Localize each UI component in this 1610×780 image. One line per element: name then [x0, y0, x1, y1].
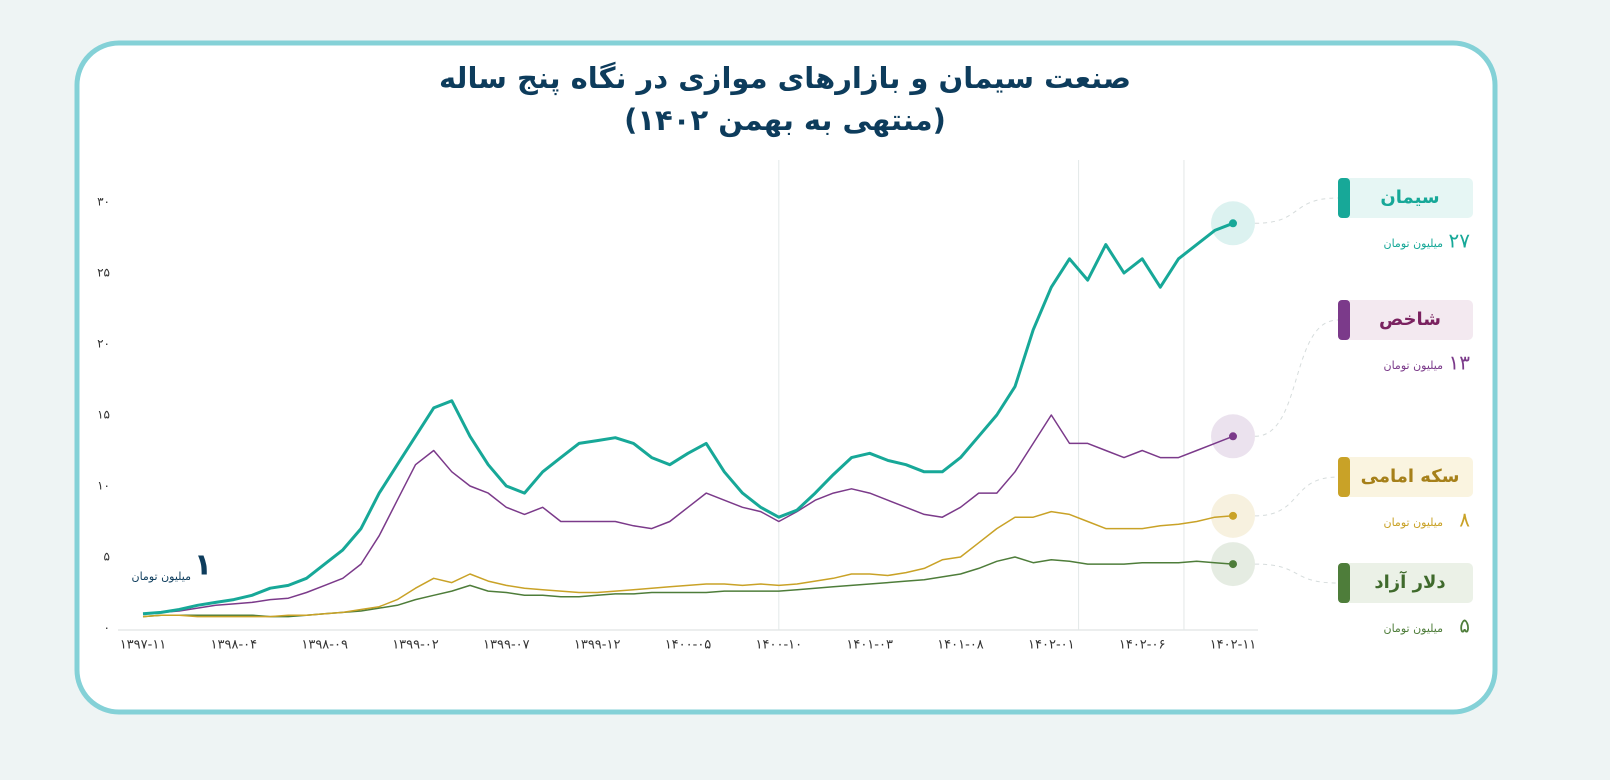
y-tick-label: ۲۰ [97, 337, 110, 351]
x-tick-label: ۱۳۹۸-۰۴ [211, 638, 258, 653]
end-value-label: ۸ [1459, 508, 1470, 532]
legend-label: سکه امامی [1361, 466, 1460, 487]
card [74, 40, 1498, 715]
legend-box [1338, 563, 1473, 603]
legend-box [1338, 457, 1473, 497]
x-tick-label: ۱۴۰۲-۰۶ [1119, 638, 1166, 653]
legend-box [1338, 300, 1473, 340]
end-value-label: ۱۳ [1449, 351, 1471, 375]
legend-label: دلار آزاد [1374, 570, 1445, 593]
legend-swatch [1338, 563, 1350, 603]
x-tick-label: ۱۴۰۱-۰۳ [846, 638, 893, 653]
x-tick-label: ۱۳۹۸-۰۹ [301, 638, 348, 653]
chart-subtitle: (منتهی به بهمن ۱۴۰۲) [624, 103, 946, 137]
line-series [142, 414, 1234, 615]
legend-label: سیمان [1380, 187, 1439, 208]
end-dot [1229, 560, 1237, 569]
start-unit-label: میلیون تومان [132, 570, 192, 583]
y-tick-label: ۲۵ [97, 266, 110, 280]
end-unit-label: میلیون تومان [1384, 237, 1444, 250]
connector [1254, 476, 1339, 517]
x-tick-label: ۱۳۹۹-۰۲ [392, 638, 439, 653]
end-value-label: ۲۷ [1449, 229, 1471, 253]
legend-box [1338, 178, 1473, 218]
x-tick-label: ۱۳۹۹-۱۲ [574, 638, 621, 653]
connector [1254, 563, 1339, 584]
end-unit-label: میلیون تومان [1384, 622, 1444, 635]
x-tick-label: ۱۳۹۹-۰۷ [483, 638, 530, 653]
x-tick-label: ۱۴۰۲-۱۱ [1210, 638, 1257, 653]
end-unit-label: میلیون تومان [1384, 359, 1444, 372]
legend-label: شاخص [1379, 309, 1441, 330]
x-tick-label: ۱۳۹۷-۱۱ [120, 638, 167, 653]
x-tick-label: ۱۴۰۱-۰۸ [937, 638, 984, 653]
x-tick-label: ۱۴۰۲-۰۱ [1028, 638, 1075, 653]
start-value-label: ۱ [194, 548, 212, 583]
chart-title: صنعت سیمان و بازارهای موازی در نگاه پنج … [439, 61, 1131, 96]
x-tick-label: ۱۴۰۰-۰۵ [665, 638, 712, 653]
y-tick-label: ۱۰ [97, 479, 110, 493]
end-unit-label: میلیون تومان [1384, 516, 1444, 529]
connector [1254, 197, 1339, 224]
end-dot [1229, 511, 1237, 520]
line-series [142, 221, 1234, 616]
x-tick-label: ۱۴۰۰-۱۰ [756, 638, 803, 653]
y-tick-label: ۰ [104, 621, 110, 635]
y-tick-label: ۱۵ [97, 408, 110, 422]
end-dot [1229, 432, 1237, 441]
y-tick-label: ۵ [104, 550, 110, 564]
legend-swatch [1338, 178, 1350, 218]
end-dot [1229, 219, 1237, 228]
legend-swatch [1338, 300, 1350, 340]
end-value-label: ۵ [1459, 614, 1470, 638]
y-tick-label: ۳۰ [97, 195, 110, 209]
line-series [142, 510, 1234, 618]
legend-swatch [1338, 457, 1350, 497]
connector [1254, 319, 1339, 437]
